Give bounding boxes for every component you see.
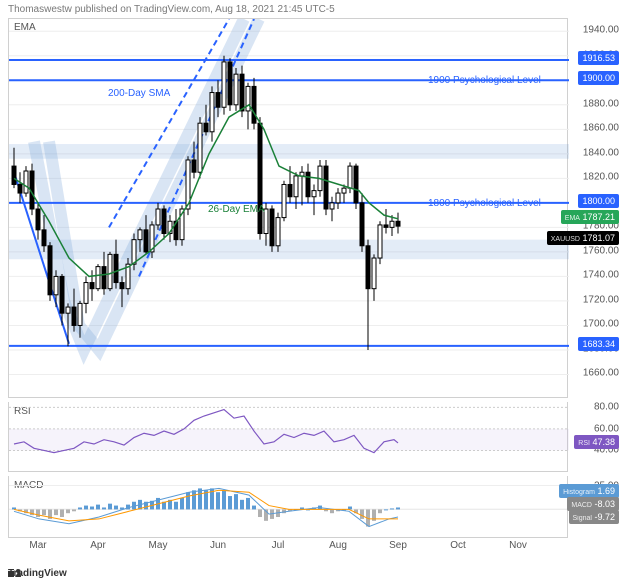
- y-tick: 1880.00: [583, 98, 619, 109]
- date-text: Aug 18, 2021 21:45 UTC-5: [215, 4, 335, 15]
- chart-container: Thomaswestw published on TradingView.com…: [0, 0, 623, 583]
- x-axis: Mar Apr May Jun Jul Aug Sep Oct Nov: [8, 540, 568, 560]
- rsi-svg: [9, 402, 569, 472]
- chart-annotation: 200-Day SMA: [108, 88, 170, 99]
- macd-value-label: Signal -9.72: [569, 510, 619, 524]
- y-tick: 1760.00: [583, 245, 619, 256]
- y-tick: 1840.00: [583, 147, 619, 158]
- x-tick: Jun: [210, 540, 226, 551]
- tradingview-logo: TradingView: [8, 568, 67, 579]
- chart-header: Thomaswestw published on TradingView.com…: [8, 4, 335, 15]
- author: Thomaswestw: [8, 4, 72, 15]
- y-tick: 1700.00: [583, 319, 619, 330]
- chart-annotation: 1900 Psychological Level: [428, 75, 541, 86]
- y-tick: 1660.00: [583, 368, 619, 379]
- published-text: published on TradingView.com,: [75, 4, 213, 15]
- price-label: XAUUSD 1781.07: [547, 231, 619, 245]
- x-tick: Sep: [389, 540, 407, 551]
- macd-svg: [9, 476, 569, 538]
- rsi-value-label: RSI 47.38: [574, 435, 619, 449]
- x-tick: Oct: [450, 540, 466, 551]
- rsi-panel[interactable]: [8, 402, 568, 472]
- x-tick: May: [149, 540, 168, 551]
- y-tick: 1940.00: [583, 25, 619, 36]
- y-tick: 1860.00: [583, 123, 619, 134]
- hline-label: 1683.34: [578, 337, 619, 351]
- chart-annotation: 26-Day EMA: [208, 204, 265, 215]
- x-tick: Nov: [509, 540, 527, 551]
- macd-panel[interactable]: [8, 476, 568, 538]
- chart-annotation: 1800 Psychological Level: [428, 198, 541, 209]
- x-tick: Mar: [29, 540, 46, 551]
- rsi-y-tick: 60.00: [594, 423, 619, 434]
- x-tick: Apr: [90, 540, 106, 551]
- y-tick: 1740.00: [583, 270, 619, 281]
- hline-label: 1800.00: [578, 194, 619, 208]
- macd-value-label: MACD -8.03: [567, 497, 619, 511]
- macd-value-label: Histogram 1.69: [559, 484, 619, 498]
- x-tick: Jul: [272, 540, 285, 551]
- y-tick: 1720.00: [583, 294, 619, 305]
- x-tick: Aug: [329, 540, 347, 551]
- y-tick: 1820.00: [583, 172, 619, 183]
- rsi-y-tick: 80.00: [594, 402, 619, 413]
- hline-label: 1900.00: [578, 71, 619, 85]
- hline-label: 1916.53: [578, 51, 619, 65]
- price-label: EMA 1787.21: [561, 210, 619, 224]
